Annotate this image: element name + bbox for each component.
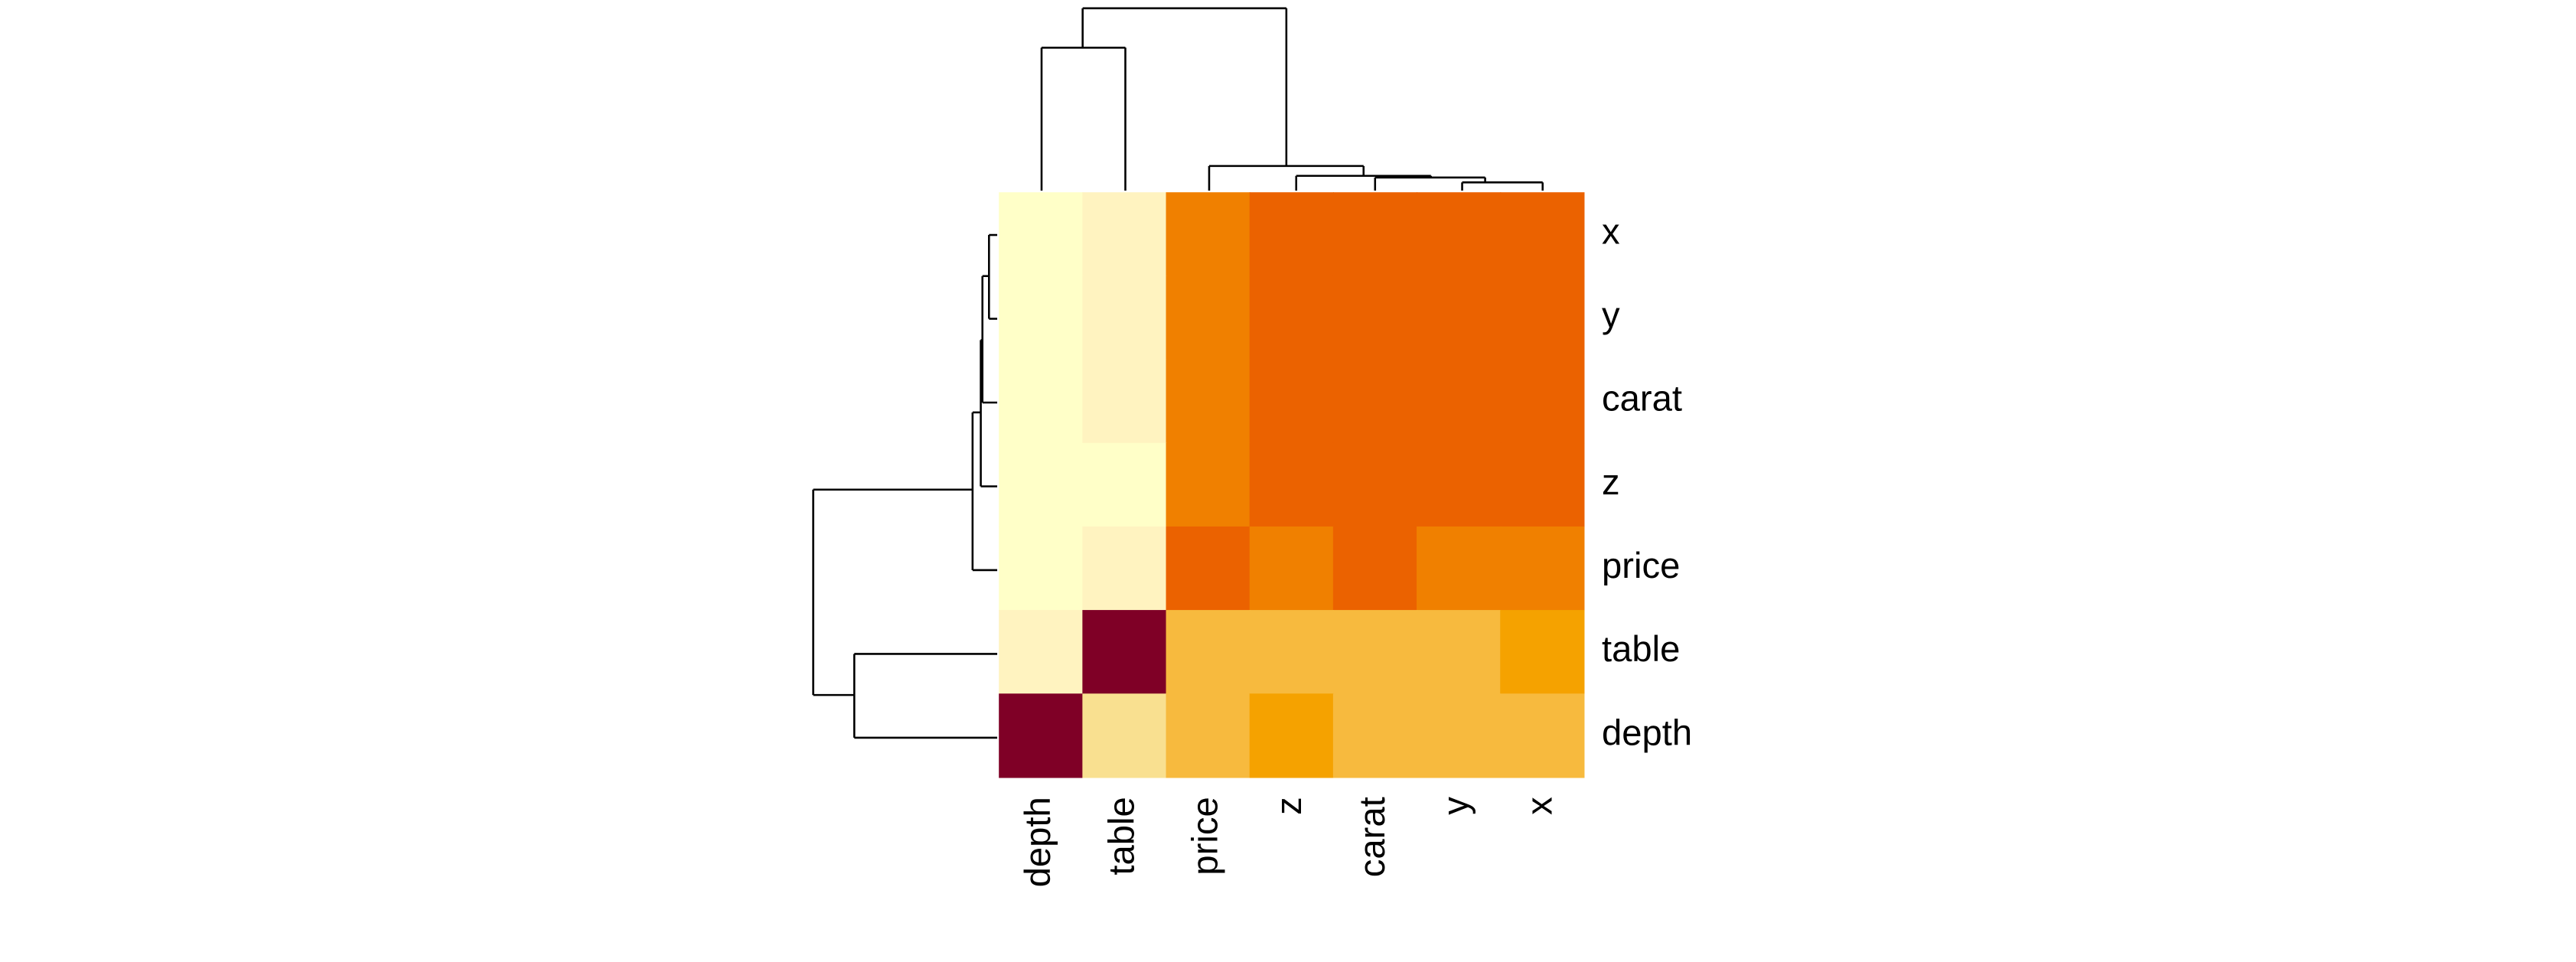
heatmap-cell xyxy=(1417,526,1502,611)
row-label: z xyxy=(1602,462,1620,503)
heatmap-cell xyxy=(1249,192,1334,277)
heatmap-cell xyxy=(1082,359,1167,444)
heatmap-cell xyxy=(1417,693,1502,778)
heatmap-cell xyxy=(999,276,1084,360)
heatmap-cell xyxy=(1332,276,1418,360)
column-dendrogram xyxy=(1040,7,1544,191)
row-label: carat xyxy=(1602,379,1682,419)
heatmap-cell xyxy=(1332,610,1418,695)
row-label: table xyxy=(1602,629,1680,670)
column-label: price xyxy=(1185,797,1226,875)
row-label: price xyxy=(1602,546,1680,586)
heatmap-cell xyxy=(1166,442,1251,527)
heatmap-cell xyxy=(1500,526,1585,611)
heatmap-cell xyxy=(999,442,1084,527)
column-label: table xyxy=(1101,797,1142,875)
column-label: depth xyxy=(1018,797,1058,887)
heatmap-cell xyxy=(1249,276,1334,360)
column-label: x xyxy=(1519,797,1560,815)
heatmap-cell xyxy=(999,526,1084,611)
heatmap-cell xyxy=(1500,442,1585,527)
heatmap-cell xyxy=(1166,192,1251,277)
row-dendrogram xyxy=(812,233,998,739)
heatmap-cell xyxy=(1249,610,1334,695)
heatmap-cell xyxy=(1332,192,1418,277)
heatmap-cell xyxy=(1249,442,1334,527)
heatmap-cell xyxy=(1500,693,1585,778)
row-label: y xyxy=(1602,295,1620,335)
heatmap-cell xyxy=(1166,610,1251,695)
heatmap-cell xyxy=(999,693,1084,778)
heatmap-cell xyxy=(1082,276,1167,360)
heatmap-cell xyxy=(1417,359,1502,444)
heatmap-cell xyxy=(1082,610,1167,695)
row-label: depth xyxy=(1602,713,1692,753)
heatmap-cell xyxy=(1417,276,1502,360)
heatmap-cell xyxy=(1166,693,1251,778)
row-label: x xyxy=(1602,211,1620,252)
heatmap-cell xyxy=(1500,359,1585,444)
heatmap-cell xyxy=(1082,192,1167,277)
heatmap-cell xyxy=(1500,192,1585,277)
heatmap-cell xyxy=(1249,359,1334,444)
heatmap-cell xyxy=(1332,693,1418,778)
heatmap-cell xyxy=(1249,526,1334,611)
heatmap-cell xyxy=(1166,526,1251,611)
heatmap-cell xyxy=(1417,610,1502,695)
heatmap-cell xyxy=(1249,693,1334,778)
heatmap-cell xyxy=(1500,276,1585,360)
column-label: z xyxy=(1269,797,1309,815)
heatmap-cell xyxy=(999,359,1084,444)
heatmap-cell xyxy=(1332,359,1418,444)
heatmap-cell xyxy=(1082,526,1167,611)
heatmap-cell xyxy=(1332,526,1418,611)
heatmap-cell xyxy=(1166,359,1251,444)
heatmap-cell xyxy=(1082,693,1167,778)
heatmap-cell xyxy=(1082,442,1167,527)
heatmap-cell xyxy=(999,610,1084,695)
heatmap-cell xyxy=(999,192,1084,277)
column-label: carat xyxy=(1352,797,1393,877)
heatmap-cell xyxy=(1332,442,1418,527)
heatmap-cell xyxy=(1166,276,1251,360)
heatmap-cell xyxy=(1500,610,1585,695)
column-label: y xyxy=(1436,797,1476,815)
heatmap-cell xyxy=(1417,192,1502,277)
heatmap-cell xyxy=(1417,442,1502,527)
